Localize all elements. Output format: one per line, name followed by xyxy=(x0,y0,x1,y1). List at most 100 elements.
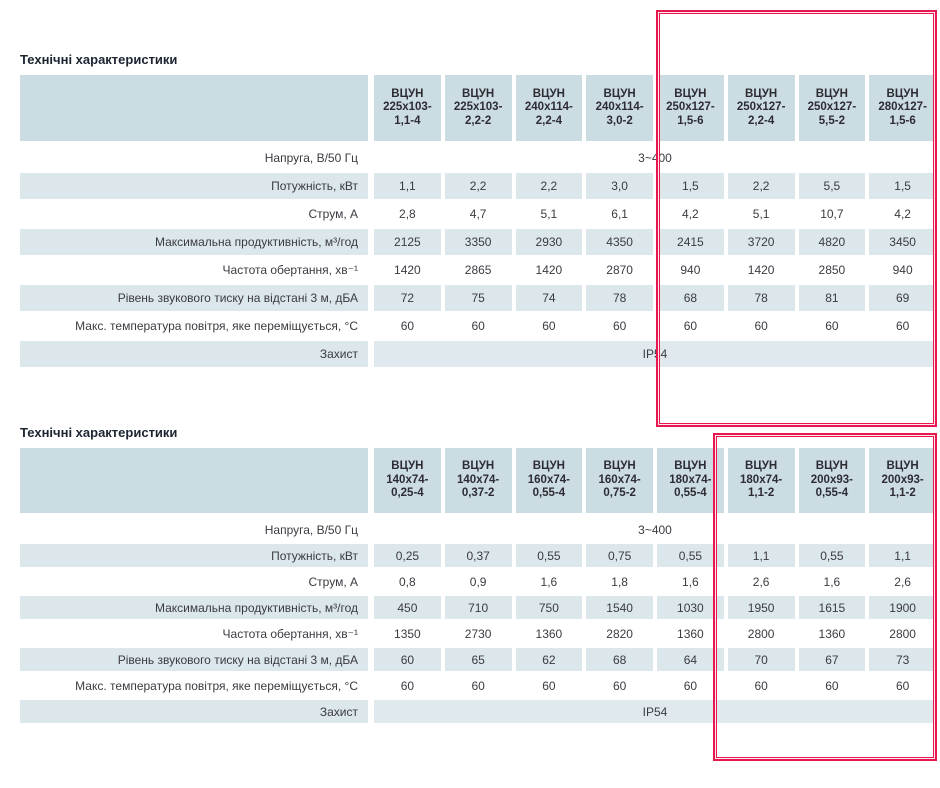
column-header-line: ВЦУН xyxy=(745,87,778,100)
value-cell: 69 xyxy=(869,285,936,311)
value-cell: 1540 xyxy=(586,596,653,619)
column-header-line: 2,2-2 xyxy=(465,114,492,127)
column-header-line: ВЦУН xyxy=(462,460,495,473)
column-header-line: 240x114- xyxy=(595,101,644,114)
value-cell: 60 xyxy=(895,678,910,693)
column-header-line: ВЦУН xyxy=(603,460,636,473)
value-cell: 0,9 xyxy=(469,574,487,589)
column-header-line: ВЦУН xyxy=(815,460,848,473)
column-header-line: ВЦУН xyxy=(815,87,848,100)
column-header-line: 5,5-2 xyxy=(818,114,845,127)
value-cell: 72 xyxy=(374,285,441,311)
table-row: Макс. температура повітря, яке переміщує… xyxy=(20,674,936,697)
value-cell: 5,1 xyxy=(752,207,770,221)
column-header-line: 250x127- xyxy=(666,101,715,114)
table-row: Потужність, кВт 1,1 2,2 2,2 3,0 1,5 2,2 5,5 1,5 xyxy=(20,173,936,199)
column-header-line: 0,37-2 xyxy=(461,487,495,500)
spec-table-upper: Технічні характеристики ВЦУН 225x103- 1,1-… xyxy=(20,53,936,369)
column-header-line: 0,55-4 xyxy=(674,487,707,500)
value-cell: 0,55 xyxy=(657,544,724,567)
table-row: Рівень звукового тиску на відстані 3 м, … xyxy=(20,285,936,311)
column-header-line: 0,75-2 xyxy=(603,487,636,500)
column-header-cell: ВЦУН 240x114- 2,2-4 xyxy=(515,75,583,141)
value-cell: 2800 xyxy=(747,626,775,641)
row-cells: 0,8 0,9 1,6 1,8 1,6 2,6 1,6 2,6 xyxy=(374,570,936,593)
value-cell: 60 xyxy=(400,319,415,333)
value-cell: 60 xyxy=(683,678,698,693)
column-header-line: 0,55-4 xyxy=(815,487,849,500)
value-cell: 60 xyxy=(612,319,627,333)
value-cell: 4350 xyxy=(586,229,653,255)
table-row: Струм, А 0,8 0,9 1,6 1,8 1,6 2,6 1,6 2,6 xyxy=(20,570,936,593)
row-cells: 72 75 74 78 68 78 81 69 xyxy=(374,285,936,311)
value-cell: 2,6 xyxy=(752,574,770,589)
row-label: Потужність, кВт xyxy=(20,544,368,567)
value-cell: 2,6 xyxy=(894,574,911,589)
value-cell: 1900 xyxy=(869,596,936,619)
table-grid: ВЦУН 225x103- 1,1-4 ВЦУН 225x103- 2,2-2 ВЦУН 24… xyxy=(20,75,936,367)
row-label: Максимальна продуктивність, м³/год xyxy=(20,596,368,619)
row-cells: 3~400 xyxy=(374,518,936,541)
value-cell: 4820 xyxy=(798,229,866,255)
value-cell: 60 xyxy=(612,678,627,693)
value-cell: 0,25 xyxy=(374,544,441,567)
column-header-line: 3,0-2 xyxy=(606,114,633,127)
column-header-line: ВЦУН xyxy=(745,460,778,473)
value-cell: 1360 xyxy=(677,626,704,641)
value-cell: 68 xyxy=(586,648,653,671)
row-label: Струм, А xyxy=(308,574,359,589)
value-cell: 0,75 xyxy=(586,544,653,567)
table-row: Рівень звукового тиску на відстані 3 м, … xyxy=(20,648,936,671)
column-header-line: 1,5-6 xyxy=(889,114,916,127)
column-header-cell: ВЦУН 250x127- 2,2-4 xyxy=(727,75,795,141)
row-cells: 60 60 60 60 60 60 60 60 xyxy=(374,674,936,697)
column-header-cell: ВЦУН 180x74- 0,55-4 xyxy=(657,448,724,513)
column-header-cells: ВЦУН 140x74- 0,25-4 ВЦУН 140x74- 0,37-2 ВЦУН 16… xyxy=(374,448,936,513)
column-header-cells: ВЦУН 225x103- 1,1-4 ВЦУН 225x103- 2,2-2 ВЦУН 24… xyxy=(374,75,936,141)
value-cell: 4,2 xyxy=(682,207,699,221)
value-cell: 10,7 xyxy=(820,207,844,221)
value-cell: 60 xyxy=(754,319,768,333)
column-header-line: 1,5-6 xyxy=(677,114,704,127)
value-cell: 1360 xyxy=(535,626,563,641)
row-label: Макс. температура повітря, яке переміщує… xyxy=(75,678,358,693)
value-cell: 78 xyxy=(727,285,795,311)
value-cell: 1360 xyxy=(818,626,846,641)
value-cell: 4,2 xyxy=(894,207,911,221)
table-row: Потужність, кВт 0,25 0,37 0,55 0,75 0,55 1,1 0,… xyxy=(20,544,936,567)
value-cell: 60 xyxy=(542,319,556,333)
value-cell: 3,0 xyxy=(586,173,653,199)
value-cell: 6,1 xyxy=(611,207,628,221)
value-cell: 2870 xyxy=(606,263,633,277)
column-header-line: ВЦУН xyxy=(674,460,707,473)
value-cell: 60 xyxy=(471,319,485,333)
value-cell: 1,5 xyxy=(869,173,936,199)
value-cell: 5,5 xyxy=(798,173,866,199)
value-cell: 60 xyxy=(754,678,768,693)
column-header-line: ВЦУН xyxy=(391,460,424,473)
value-cell: 0,8 xyxy=(399,574,416,589)
row-label: Напруга, В/50 Гц xyxy=(264,522,358,537)
value-cell: 1420 xyxy=(747,263,775,277)
column-header-line: 0,25-4 xyxy=(391,487,424,500)
value-cell: 940 xyxy=(892,263,913,277)
table-row: Частота обертання, хв⁻¹ 1420 2865 1420 2870 9… xyxy=(20,257,936,283)
value-cell: 62 xyxy=(515,648,583,671)
row-label: Частота обертання, хв⁻¹ xyxy=(222,626,358,641)
column-header-line: 250x127- xyxy=(736,101,786,114)
column-header-cell: ВЦУН 140x74- 0,37-2 xyxy=(444,448,512,513)
value-cell: 3720 xyxy=(727,229,795,255)
column-header-cell: ВЦУН 180x74- 1,1-2 xyxy=(727,448,795,513)
value-cell: 81 xyxy=(798,285,866,311)
value-cell: 1,1 xyxy=(374,173,441,199)
column-header-line: 240x114- xyxy=(524,101,573,114)
row-label: Струм, А xyxy=(308,207,359,221)
value-cell: 2,8 xyxy=(399,207,416,221)
value-cell: 3450 xyxy=(869,229,936,255)
column-header-cell: ВЦУН 225x103- 2,2-2 xyxy=(444,75,512,141)
value-cell: 70 xyxy=(727,648,795,671)
column-header-line: 140x74- xyxy=(457,473,500,486)
row-cells: 60 60 60 60 60 60 60 60 xyxy=(374,313,936,339)
value-cell: 2930 xyxy=(515,229,583,255)
